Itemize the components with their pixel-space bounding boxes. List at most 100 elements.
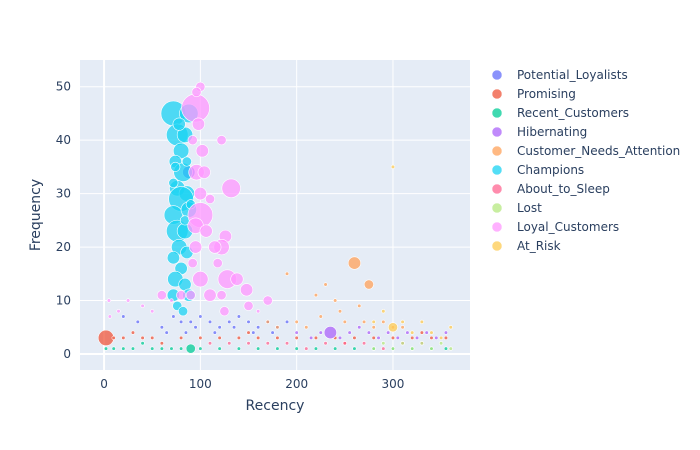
data-point (181, 156, 192, 167)
data-point (419, 341, 424, 346)
data-point (217, 325, 222, 330)
data-point (352, 335, 357, 341)
legend-marker (491, 145, 503, 157)
legend-label: Customer_Needs_Attention (517, 144, 680, 158)
data-point (212, 258, 223, 269)
data-point (347, 256, 361, 270)
data-point (188, 319, 193, 324)
legend-item[interactable]: Recent_Customers (491, 106, 629, 120)
legend-item[interactable]: Promising (491, 87, 576, 101)
data-point (159, 341, 164, 346)
data-point (170, 161, 181, 172)
data-point (381, 341, 386, 346)
data-point (111, 335, 116, 341)
data-point (400, 325, 405, 330)
data-point (164, 330, 169, 335)
data-point (381, 319, 386, 324)
data-point (185, 343, 196, 354)
data-point (197, 165, 211, 179)
legend[interactable]: Potential_Loyalists Promising Recent_Custo… (491, 68, 680, 253)
data-point (371, 325, 376, 330)
data-point (172, 117, 186, 131)
legend-marker (491, 69, 503, 81)
data-point (361, 319, 367, 324)
data-point (169, 346, 174, 351)
legend-marker (491, 164, 503, 176)
data-point (361, 341, 367, 346)
legend-label: At_Risk (517, 239, 561, 253)
legend-item[interactable]: Customer_Needs_Attention (491, 144, 680, 158)
data-point (363, 279, 374, 290)
y-tick-label: 40 (56, 133, 71, 147)
data-point (208, 240, 222, 254)
data-point (216, 135, 227, 146)
data-point (159, 346, 164, 351)
data-point (390, 335, 396, 341)
data-point (212, 330, 217, 335)
data-point (97, 329, 115, 347)
data-point (429, 346, 434, 351)
data-point (400, 319, 405, 324)
legend-item[interactable]: At_Risk (491, 239, 561, 253)
data-point (439, 341, 444, 346)
data-point (159, 325, 164, 330)
data-point (227, 341, 232, 346)
legend-label: Lost (517, 201, 542, 215)
legend-label: Loyal_Customers (517, 220, 619, 234)
legend-item[interactable]: About_to_Sleep (491, 182, 610, 196)
data-point (236, 314, 241, 319)
data-point (243, 300, 254, 311)
legend-item[interactable]: Potential_Loyalists (491, 68, 628, 82)
data-point (179, 346, 184, 351)
data-point (270, 330, 275, 335)
legend-label: Recent_Customers (517, 106, 629, 120)
legend-item[interactable]: Loyal_Customers (491, 220, 619, 234)
data-point (246, 341, 251, 346)
data-point (189, 240, 203, 254)
data-point (357, 325, 362, 330)
legend-marker (491, 221, 503, 233)
data-point (294, 330, 299, 335)
data-point (313, 346, 319, 351)
legend-item[interactable]: Champions (491, 163, 584, 177)
data-point (386, 330, 391, 335)
data-point (357, 303, 362, 308)
data-point (294, 346, 299, 351)
data-point (107, 314, 112, 319)
data-point (376, 335, 381, 341)
data-point (448, 325, 453, 330)
data-point (187, 258, 198, 269)
data-point (304, 346, 309, 351)
data-point (405, 330, 410, 335)
data-point (168, 177, 179, 188)
data-point (205, 193, 216, 204)
legend-item[interactable]: Lost (491, 201, 542, 215)
data-point (130, 346, 136, 351)
data-point (236, 346, 241, 351)
data-point (337, 335, 343, 341)
y-tick-label: 0 (63, 347, 71, 361)
data-point (410, 335, 415, 341)
data-point (275, 346, 280, 351)
data-point (419, 319, 424, 324)
data-point (111, 346, 116, 351)
data-point (284, 271, 290, 276)
legend-item[interactable]: Hibernating (491, 125, 587, 139)
data-point (230, 272, 244, 286)
data-point (443, 330, 449, 335)
data-point (103, 346, 109, 351)
data-point (309, 335, 314, 341)
plot-background (80, 60, 470, 370)
series-loyal-customers (106, 81, 273, 319)
legend-marker (491, 88, 503, 100)
data-point (217, 346, 222, 351)
data-point (284, 341, 290, 346)
data-point (313, 293, 319, 298)
data-point (195, 144, 209, 158)
data-point (342, 319, 347, 324)
x-tick-label: 0 (100, 377, 108, 391)
data-point (183, 330, 189, 335)
data-point (176, 290, 187, 301)
data-point (448, 346, 453, 351)
